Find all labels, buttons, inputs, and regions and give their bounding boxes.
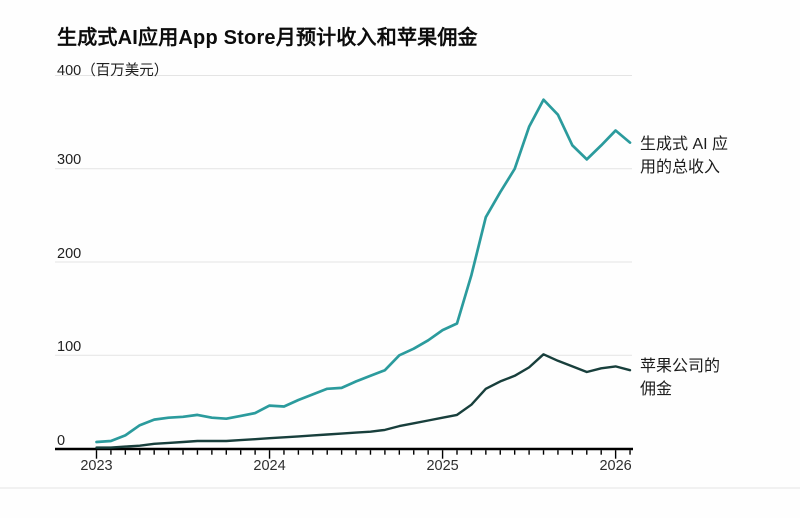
annotation-apple-commission: 苹果公司的 佣金 [640,358,721,398]
y-axis-label-0: 0 [57,432,66,449]
x-axis-label-2023: 2023 [80,458,113,474]
bottom-divider [0,487,800,489]
x-axis-label-2024: 2024 [253,458,286,474]
y-axis-label-200: 200 [57,245,82,262]
series-line-revenue [95,98,632,444]
annotation-total-revenue: 生成式 AI 应 用的总收入 [640,136,729,176]
chart-title: 生成式AI应用App Store月预计收入和苹果佣金 [57,27,478,49]
x-axis-label-2025: 2025 [426,458,459,474]
y-axis-label-100: 100 [57,338,82,355]
x-axis-label-2026: 2026 [599,458,632,474]
series-line-commission [95,353,632,449]
y-axis-label-300: 300 [57,152,82,169]
y-axis-label-400: 400（百万美元） [57,63,169,79]
